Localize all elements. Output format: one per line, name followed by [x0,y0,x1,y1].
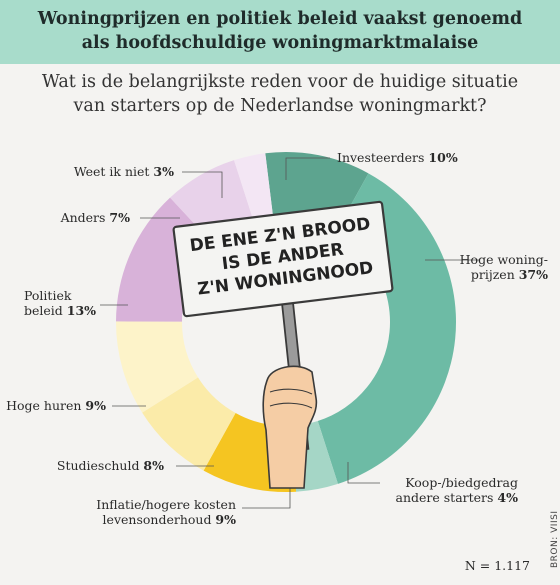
slice-1 [317,173,457,484]
label-0-value: 10% [428,150,457,165]
source-note: BRON: VIISI [550,510,560,568]
label-7: Anders 7% [60,210,131,225]
label-2-line-0: Koop-/biedgedrag [405,475,518,490]
label-8-value: 3% [153,164,174,179]
chart-title: Woningprijzen en politiek beleid vaakst … [0,7,560,55]
label-3: Inflatie/hogere kosten levensonderhoud 9% [96,497,236,527]
label-6: Politiek beleid 13% [24,288,96,318]
label-7-value: 7% [109,210,130,225]
chart-subtitle-line-1: Wat is de belangrijkste reden voor de hu… [41,72,519,92]
leader-line-0 [285,157,330,180]
label-1: Hoge woning-prijzen 37% [460,252,548,282]
label-1-value: 37% [519,267,548,282]
label-5: Hoge huren 9% [6,398,106,413]
label-5-value: 9% [85,398,106,413]
hand-fingers [269,388,313,409]
slice-4 [142,377,236,471]
label-3-line-0: Inflatie/hogere kosten [96,497,236,512]
chart-subtitle: Wat is de belangrijkste reden voor de hu… [0,70,560,118]
sign-board [172,200,394,318]
label-1-line-0: Hoge woning- [460,252,548,267]
label-2-line-1: andere starters [396,490,498,505]
label-6-value: 13% [67,303,96,318]
hand [262,365,318,489]
slice-8 [234,153,274,223]
protest-sign-illustration: DE ENE Z'N BROODIS DE ANDERZ'N WONINGNOO… [172,200,394,489]
label-1-line-1: prijzen [471,267,519,282]
slice-labels: Investeerders 10% Hoge woning-prijzen 37%… [6,150,548,527]
label-7-line-0: Anders [60,210,110,225]
title-banner: Woningprijzen en politiek beleid vaakst … [0,0,560,64]
chart-subtitle-line-2: van starters op de Nederlandse woningmar… [73,96,487,116]
chart-title-line-2: als hoofdschuldige woningmarktmalaise [81,33,479,53]
label-4-line-0: Studieschuld [57,458,144,473]
label-0-line-0: Investeerders [337,150,428,165]
label-8: Weet ik niet 3% [74,164,174,179]
label-2-value: 4% [497,490,518,505]
leader-lines [100,157,480,509]
label-3-value: 9% [215,512,236,527]
leader-line-2 [347,462,380,484]
label-3-line-1: levensonderhoud [103,512,216,527]
label-6-line-0: Politiek [24,288,72,303]
sample-size: N = 1.117 [464,558,530,573]
chart-title-line-1: Woningprijzen en politiek beleid vaakst … [37,9,523,29]
label-2: Koop-/biedgedrag andere starters 4% [396,475,519,505]
label-8-line-0: Weet ik niet [74,164,154,179]
slice-5 [116,321,198,413]
label-5-line-0: Hoge huren [6,398,85,413]
leader-line-8 [182,171,223,198]
label-0: Investeerders 10% [337,150,458,165]
label-6-line-1: beleid [24,303,67,318]
label-4-value: 8% [143,458,164,473]
label-4: Studieschuld 8% [57,458,164,473]
